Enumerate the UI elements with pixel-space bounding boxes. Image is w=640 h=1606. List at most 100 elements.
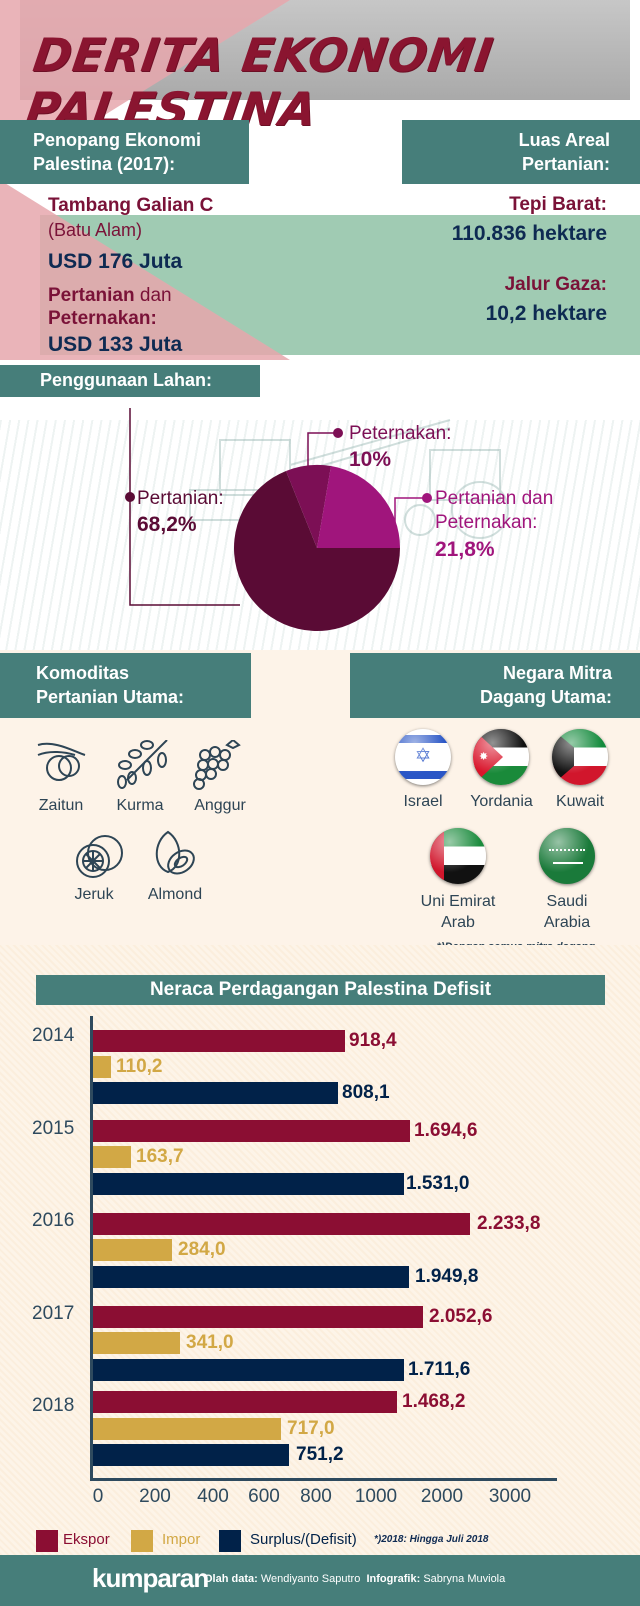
- value-ekspor-2015: 1.694,6: [414, 1120, 478, 1141]
- partner-label-saudi-line1: Saudi: [546, 893, 588, 910]
- footer-graphic-label: Infografik:: [366, 1573, 421, 1585]
- economy-item2-label-rest: dan: [134, 285, 172, 306]
- partner-label-yordania: Yordania: [470, 793, 533, 810]
- slice-peternakan: [286, 464, 331, 548]
- bar-ekspor-2016: [93, 1213, 470, 1235]
- land-use-pie-chart: [125, 408, 432, 631]
- uae-flag-icon: [430, 828, 486, 884]
- footer-graphic-author: Sabryna Muviola: [423, 1573, 506, 1585]
- bar-surplus-2014: [93, 1082, 338, 1104]
- value-impor-2017: 341,0: [186, 1332, 234, 1353]
- economy-item1-label: Tambang Galian C: [48, 195, 214, 216]
- value-surplus-2014: 808,1: [342, 1082, 390, 1103]
- value-surplus-2018: 751,2: [296, 1444, 344, 1465]
- chart-note: *)2018: Hingga Juli 2018: [374, 1534, 489, 1545]
- value-impor-2016: 284,0: [178, 1239, 226, 1260]
- bar-impor-2016: [93, 1239, 172, 1261]
- economy-item2-label-bold: Pertanian: [48, 285, 135, 306]
- economy-item2-label-line2: Peternakan:: [48, 308, 157, 329]
- year-label-2016: 2016: [32, 1210, 75, 1231]
- farm-region2-value: 10,2 hektare: [485, 302, 607, 325]
- partners-header-line2: Dagang Utama:: [479, 687, 612, 707]
- value-impor-2014: 110,2: [116, 1056, 163, 1077]
- value-impor-2018: 717,0: [287, 1418, 335, 1439]
- commodity-icons: [37, 740, 241, 878]
- year-label-2017: 2017: [32, 1303, 75, 1324]
- partner-label-uae-line1: Uni Emirat: [420, 893, 496, 910]
- partner-label-uae: Uni Emirat Arab: [410, 891, 506, 933]
- commodity-label-kurma: Kurma: [116, 797, 164, 814]
- bar-impor-2017: [93, 1332, 180, 1354]
- economy-item1-value: USD 176 Juta: [48, 250, 183, 273]
- x-tick-1000: 1000: [354, 1486, 398, 1507]
- partner-label-kuwait: Kuwait: [555, 793, 605, 810]
- value-ekspor-2018: 1.468,2: [402, 1391, 466, 1412]
- commodities-header: Komoditas Pertanian Utama:: [0, 653, 251, 718]
- value-impor-2015: 163,7: [136, 1146, 184, 1167]
- economy-item2-value: USD 133 Juta: [48, 333, 183, 356]
- partners-header: Negara Mitra Dagang Utama:: [350, 653, 640, 718]
- value-ekspor-2017: 2.052,6: [429, 1306, 493, 1327]
- legend-swatch-impor: [131, 1530, 153, 1552]
- x-tick-0: 0: [92, 1486, 104, 1507]
- kuwait-flag-icon: [552, 729, 608, 785]
- bar-impor-2014: [93, 1056, 111, 1078]
- farm-region2-label: Jalur Gaza:: [504, 274, 607, 295]
- olive-icon: [37, 742, 86, 781]
- x-tick-600: 600: [248, 1486, 280, 1507]
- partners-header-line1: Negara Mitra: [502, 663, 612, 683]
- commodities-header-line1: Komoditas: [36, 663, 130, 683]
- saudi-flag-icon: [539, 828, 595, 884]
- label-peternakan: Peternakan:: [349, 423, 452, 444]
- bar-ekspor-2018: [93, 1391, 397, 1413]
- commodities-header-line2: Pertanian Utama:: [36, 687, 185, 707]
- partner-label-israel: Israel: [403, 793, 443, 810]
- slice-pertanian-peternakan: [317, 466, 401, 548]
- value-pertanian: 68,2%: [137, 513, 197, 536]
- legend-label-impor: Impor: [162, 1531, 201, 1548]
- commodity-label-almond: Almond: [147, 886, 203, 903]
- kumparan-logo: kumparan: [92, 1563, 209, 1593]
- value-peternakan: 10%: [349, 448, 392, 471]
- israel-flag-icon: ✡: [395, 729, 451, 785]
- year-label-2018: 2018: [32, 1395, 75, 1416]
- slice-pertanian: [234, 471, 400, 631]
- jordan-flag-icon: ✸: [473, 729, 529, 785]
- legend-label-surplus: Surplus/(Defisit): [250, 1531, 357, 1548]
- bar-surplus-2016: [93, 1266, 409, 1288]
- value-ekspor-2014: 918,4: [349, 1030, 397, 1051]
- almond-icon: [155, 830, 195, 875]
- land-use-header-text: Penggunaan Lahan:: [40, 370, 213, 390]
- partner-label-saudi-line2: Arabia: [543, 914, 591, 931]
- bar-surplus-2018: [93, 1444, 289, 1466]
- footer-data-label: Olah data:: [204, 1573, 258, 1585]
- bar-ekspor-2017: [93, 1306, 423, 1328]
- grapes-icon: [193, 740, 241, 790]
- bar-impor-2018: [93, 1418, 281, 1440]
- year-label-2015: 2015: [32, 1118, 75, 1139]
- value-surplus-2016: 1.949,8: [415, 1266, 479, 1287]
- economy-header-line1: Penopang Ekonomi: [33, 130, 202, 150]
- farm-area-header-line1: Luas Areal: [518, 130, 610, 150]
- value-ekspor-2016: 2.233,8: [477, 1213, 541, 1234]
- economy-item1-sub: (Batu Alam): [48, 220, 143, 240]
- chart-y-axis: [90, 1016, 93, 1481]
- economy-header: Penopang Ekonomi Palestina (2017):: [0, 120, 249, 184]
- farm-region1-value: 110.836 hektare: [451, 222, 607, 245]
- value-surplus-2017: 1.711,6: [408, 1359, 471, 1380]
- farm-area-header: Luas Areal Pertanian:: [402, 120, 640, 184]
- x-tick-3000: 3000: [488, 1486, 532, 1507]
- label-pertanian: Pertanian:: [137, 488, 224, 509]
- x-tick-400: 400: [197, 1486, 229, 1507]
- economy-header-line2: Palestina (2017):: [33, 154, 176, 174]
- farm-region1-label: Tepi Barat:: [509, 194, 607, 215]
- footer-data-author: Wendiyanto Saputro: [260, 1573, 361, 1585]
- x-tick-800: 800: [300, 1486, 332, 1507]
- x-tick-2000: 2000: [420, 1486, 464, 1507]
- dates-icon: [117, 740, 168, 789]
- bar-surplus-2017: [93, 1359, 404, 1381]
- leader-line-pertanian: [129, 408, 240, 606]
- chart-title: Neraca Perdagangan Palestina Defisit: [149, 979, 492, 1000]
- bar-ekspor-2015: [93, 1120, 410, 1142]
- orange-icon: [76, 835, 123, 878]
